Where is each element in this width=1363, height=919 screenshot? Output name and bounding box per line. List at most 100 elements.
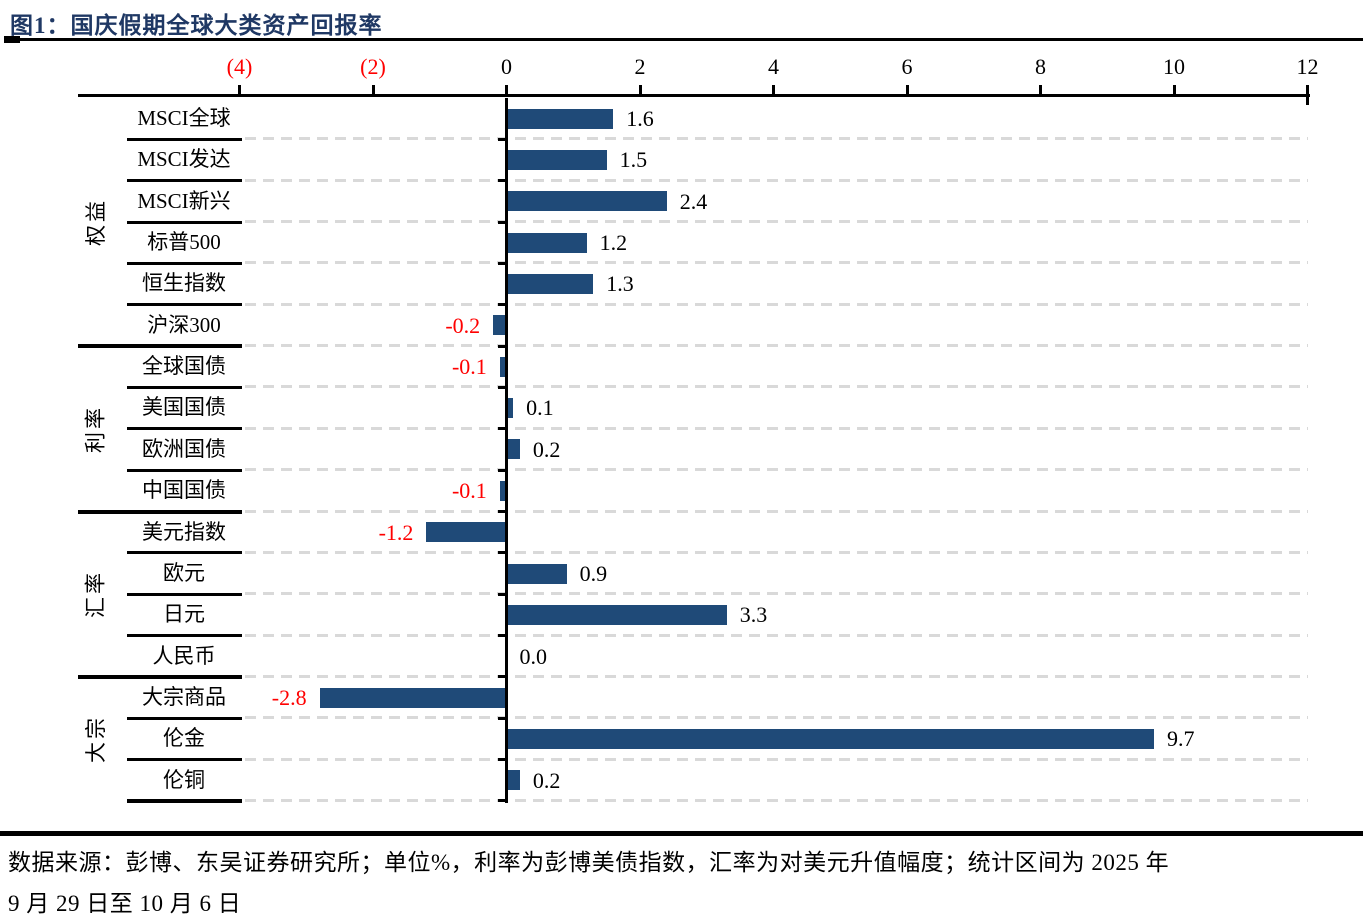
row-gridline: [245, 468, 1308, 472]
bar: [506, 563, 567, 584]
category-separator-line: [127, 716, 242, 720]
bar: [506, 232, 587, 253]
row-gridline: [245, 178, 1308, 182]
bar-chart: (4) (2) 0 2 4 6 8 10 12 MSCI全球 1.6 MSCI发达 1.5 MSCI新兴…: [78, 54, 1319, 803]
value-label: -1.2: [378, 519, 414, 545]
category-label: 伦金: [163, 726, 205, 751]
group-separator-line: [78, 344, 242, 349]
value-label: 1.5: [619, 147, 648, 173]
source-note-line2: 9 月 29 日至 10 月 6 日: [8, 891, 242, 916]
zero-axis-tick: [498, 179, 505, 183]
category-separator-line: [127, 220, 242, 224]
category-separator-line: [127, 634, 242, 638]
zero-axis-tick: [498, 303, 505, 307]
bar: [506, 439, 520, 460]
zero-axis-tick: [498, 220, 505, 224]
bar: [506, 398, 514, 419]
x-tick-label: (4): [226, 54, 253, 79]
value-label: 0.2: [532, 767, 561, 793]
category-label: 欧元: [163, 560, 205, 585]
zero-axis-tick: [498, 427, 505, 431]
x-tick-mark: [371, 85, 375, 94]
value-label: -0.2: [445, 312, 481, 338]
x-tick-mark: [638, 85, 642, 94]
bar: [426, 522, 507, 543]
x-tick-label: 4: [768, 54, 779, 79]
zero-axis-tick: [498, 758, 505, 762]
zero-axis-tick: [498, 551, 505, 555]
x-tick-mark: [1172, 85, 1176, 94]
zero-axis-tick: [498, 261, 505, 265]
zero-axis-tick: [498, 468, 505, 472]
footer-rule: [0, 831, 1363, 836]
category-label: 大宗商品: [142, 684, 226, 709]
category-label: 标普500: [147, 230, 221, 255]
axis-group-label: 汇率: [83, 570, 108, 619]
zero-axis-tick: [498, 716, 505, 720]
zero-axis-tick: [498, 137, 505, 141]
value-label: 0.0: [519, 643, 548, 669]
x-tick-mark: [905, 85, 909, 94]
x-tick-mark: [772, 85, 775, 94]
x-tick-mark: [1039, 85, 1042, 94]
category-separator-line: [127, 758, 242, 762]
x-tick-label: 2: [634, 54, 646, 79]
row-gridline: [245, 550, 1308, 554]
bar: [506, 728, 1154, 749]
x-tick-mark: [238, 85, 241, 94]
x-axis-line: [78, 94, 1310, 97]
row-gridline: [245, 426, 1308, 430]
row-gridline: [245, 220, 1308, 224]
category-label: 美国国债: [142, 395, 226, 420]
category-separator-line: [127, 137, 242, 141]
zero-axis-tick: [498, 385, 505, 389]
category-separator-line: [127, 261, 242, 265]
x-tick-label: 6: [901, 54, 913, 79]
row-gridline: [245, 592, 1308, 596]
row-gridline: [245, 798, 1308, 802]
bar: [499, 480, 507, 501]
value-label: 0.2: [532, 436, 561, 462]
zero-axis-tick: [498, 344, 505, 348]
group-separator-line: [78, 674, 242, 679]
row-gridline: [245, 137, 1308, 141]
category-label: MSCI全球: [137, 106, 231, 130]
category-separator-line: [127, 303, 242, 307]
source-note-line1: 数据来源：彭博、东吴证券研究所；单位%，利率为彭博美债指数，汇率为对美元升值幅度…: [8, 850, 1170, 875]
category-label: 沪深300: [147, 312, 221, 337]
bar: [319, 687, 507, 708]
zero-axis-tick: [498, 675, 505, 679]
category-label: 日元: [163, 602, 205, 627]
bar: [499, 356, 507, 377]
bar: [506, 770, 520, 791]
bar: [506, 604, 727, 625]
category-separator-line: [127, 179, 242, 183]
title-rule: [20, 38, 1363, 41]
x-tick-label: (2): [360, 54, 386, 79]
value-label: 3.3: [739, 602, 768, 628]
bar: [506, 274, 594, 295]
value-label: 1.3: [606, 271, 634, 297]
x-tick-mark: [1306, 85, 1309, 94]
category-separator-line: [127, 427, 242, 431]
x-axis-end-tick: [1306, 97, 1309, 105]
value-label: -0.1: [451, 478, 487, 504]
category-label: 人民币: [152, 643, 216, 668]
title-rule-stub: [4, 36, 20, 43]
category-separator-line: [127, 385, 242, 389]
row-gridline: [245, 633, 1308, 637]
bar: [506, 108, 614, 129]
category-label: MSCI新兴: [137, 188, 231, 213]
value-label: -2.8: [271, 684, 307, 710]
bar: [506, 150, 607, 171]
x-tick-label: 8: [1035, 54, 1046, 79]
group-separator-line: [127, 798, 242, 803]
category-label: 全球国债: [142, 354, 226, 379]
row-gridline: [245, 674, 1308, 678]
category-separator-line: [127, 468, 242, 472]
row-gridline: [245, 385, 1308, 389]
bar: [493, 315, 507, 336]
row-gridline: [245, 302, 1308, 306]
category-label: 欧洲国债: [142, 436, 226, 461]
